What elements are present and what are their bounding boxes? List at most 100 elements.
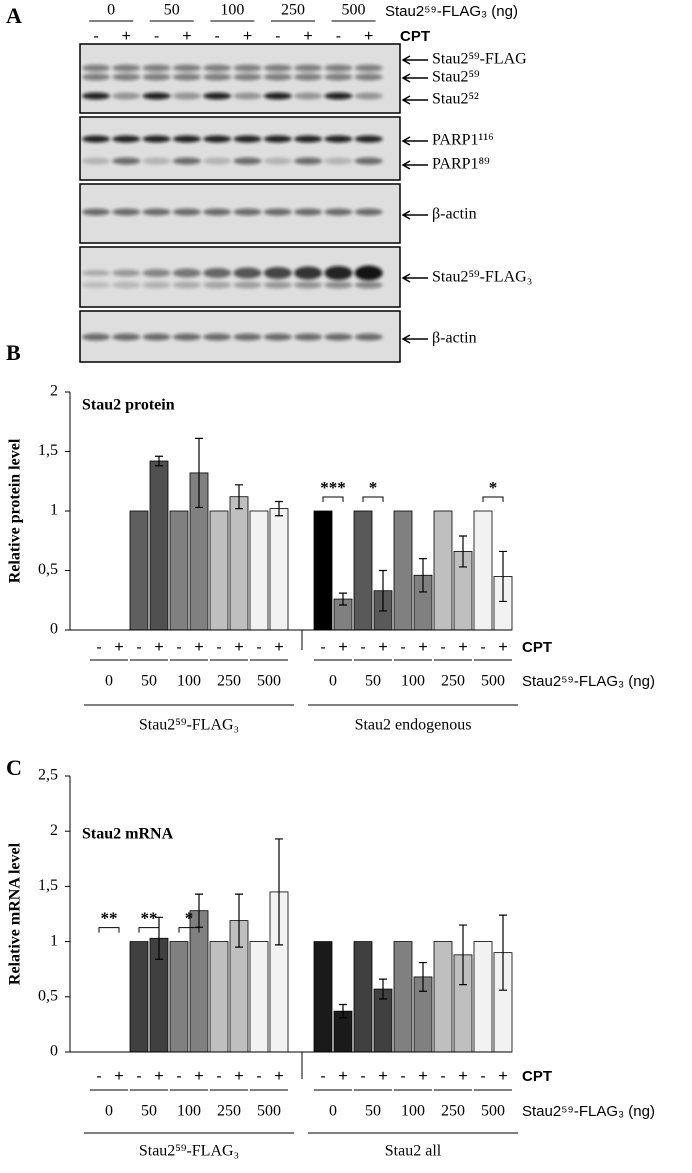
cpt-sign: +	[182, 28, 191, 45]
cpt-sign: -	[440, 639, 445, 656]
arrow	[401, 273, 428, 283]
cpt-sign: -	[480, 639, 485, 656]
band	[142, 73, 171, 81]
band	[203, 157, 232, 165]
cpt-sign: -	[136, 1068, 141, 1085]
band	[354, 333, 383, 341]
bar	[129, 510, 149, 631]
error-bar	[379, 978, 387, 1000]
dose-label: 250	[441, 1103, 465, 1120]
band	[294, 333, 323, 341]
band	[263, 208, 292, 216]
band	[203, 92, 232, 100]
bar	[209, 510, 229, 631]
band	[354, 73, 383, 81]
band	[233, 135, 262, 143]
bar	[249, 510, 269, 631]
band	[82, 92, 110, 100]
arrow	[401, 210, 428, 220]
band-label: Stau2⁵⁹	[432, 69, 480, 86]
dose-label: 0	[107, 2, 115, 19]
bar	[149, 460, 169, 631]
y-tick-label: 1	[50, 932, 58, 949]
significance-label: *	[489, 478, 498, 497]
band	[324, 92, 353, 100]
band	[172, 157, 201, 165]
cpt-sign: +	[498, 639, 507, 656]
bar	[313, 941, 333, 1053]
significance-bracket	[322, 496, 344, 502]
significance-label: *	[369, 478, 378, 497]
cpt-sign: +	[154, 639, 163, 656]
band	[233, 64, 262, 72]
cpt-sign: +	[338, 1068, 347, 1085]
significance-bracket	[98, 927, 120, 933]
cpt-sign: +	[338, 639, 347, 656]
dose-label: 500	[481, 1103, 505, 1120]
cpt-sign: -	[440, 1068, 445, 1085]
y-tick-label: 0,5	[38, 561, 58, 578]
dose-label: 250	[441, 673, 465, 690]
panel-label: C	[6, 755, 22, 780]
significance-bracket	[362, 496, 384, 502]
band	[354, 92, 383, 100]
band	[324, 266, 353, 280]
band	[142, 135, 171, 143]
dose-label: 250	[217, 673, 241, 690]
cpt-sign: -	[154, 28, 159, 45]
band	[294, 157, 323, 165]
dose-label: 100	[220, 2, 244, 19]
band	[142, 92, 171, 100]
bar	[129, 941, 149, 1053]
dose-label: 500	[257, 673, 281, 690]
cpt-sign: -	[136, 639, 141, 656]
band	[172, 64, 201, 72]
significance-label: **	[101, 909, 118, 928]
significance-label: **	[141, 909, 158, 928]
band	[324, 135, 353, 143]
error-bar	[235, 893, 243, 948]
dose-axis-label: Stau2⁵⁹-FLAG₃ (ng)	[385, 3, 518, 20]
band	[354, 135, 383, 143]
band-label: Stau2⁵²	[432, 91, 479, 108]
band	[324, 333, 353, 341]
arrow	[401, 334, 428, 344]
cpt-sign: -	[176, 639, 181, 656]
band-label: Stau2⁵⁹-FLAG₃	[432, 269, 532, 286]
band	[172, 268, 201, 278]
band	[112, 73, 141, 81]
band	[263, 281, 292, 289]
error-bar	[459, 924, 467, 986]
chart-annotation: Stau2 mRNA	[82, 826, 174, 843]
error-bar	[195, 437, 203, 509]
cpt-sign: +	[122, 28, 131, 45]
band	[233, 208, 262, 216]
cpt-sign: -	[96, 1068, 101, 1085]
band-label: Stau2⁵⁹-FLAG	[432, 51, 527, 68]
band	[354, 208, 383, 216]
dose-axis-label: Stau2⁵⁹-FLAG₃ (ng)	[522, 673, 655, 690]
significance-label: ***	[320, 478, 346, 497]
band-label: β-actin	[432, 206, 477, 223]
bar	[353, 510, 373, 631]
dose-label: 500	[257, 1103, 281, 1120]
group-label: Stau2⁵⁹-FLAG₃	[139, 717, 239, 734]
band	[112, 269, 141, 277]
band	[263, 267, 292, 279]
band	[112, 333, 141, 341]
dose-label: 50	[365, 673, 381, 690]
y-tick-label: 2	[50, 822, 58, 839]
band	[112, 157, 141, 165]
cpt-label: CPT	[522, 639, 552, 656]
bar	[473, 941, 493, 1053]
band	[263, 92, 292, 100]
error-bar	[419, 961, 427, 992]
band	[112, 64, 141, 72]
band	[172, 281, 201, 289]
band	[203, 281, 232, 289]
error-bar	[339, 1003, 347, 1019]
cpt-sign: -	[400, 1068, 405, 1085]
band	[294, 92, 323, 100]
cpt-sign: +	[418, 639, 427, 656]
dose-label: 50	[141, 673, 157, 690]
